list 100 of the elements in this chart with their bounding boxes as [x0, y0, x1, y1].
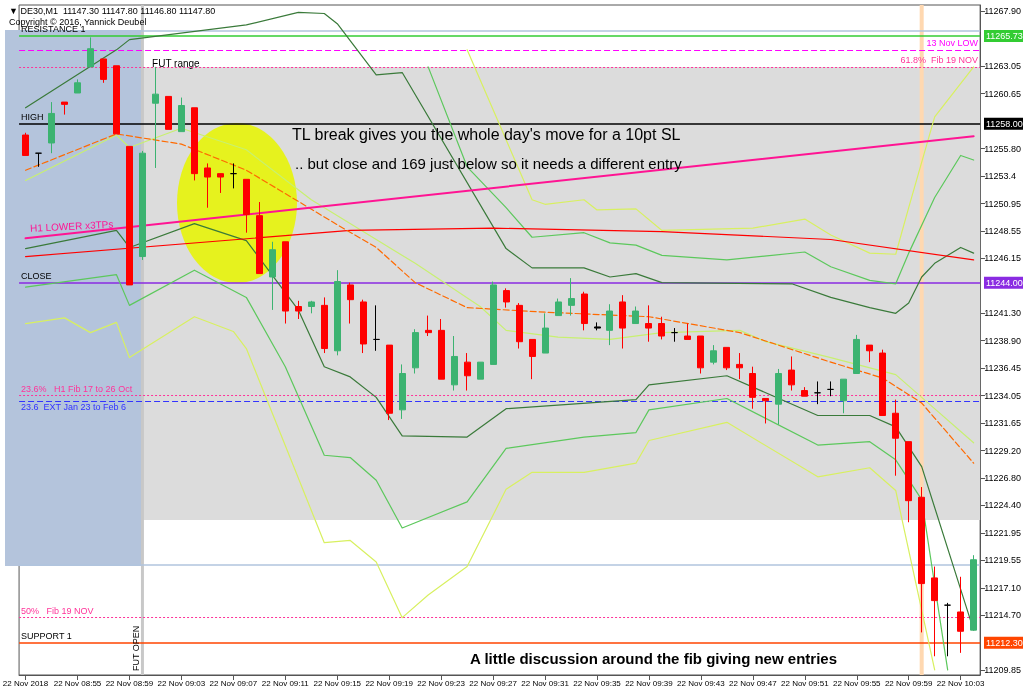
y-tick-label: 11246.15 — [984, 253, 1021, 264]
candlestick — [321, 296, 328, 354]
candlestick — [788, 355, 795, 392]
annotation: A little discussion around the fib giving new entries — [470, 650, 837, 667]
y-tick-label: 11224.40 — [984, 500, 1021, 511]
candlestick — [399, 363, 406, 420]
candlestick — [658, 316, 665, 340]
candlestick — [801, 386, 808, 397]
x-tick-label: 22 Nov 09:11 — [261, 678, 310, 688]
x-tick-label: 22 Nov 09:43 — [677, 678, 726, 688]
candlestick — [814, 380, 821, 405]
ref-line-label: CLOSE — [21, 271, 52, 282]
candlestick — [827, 380, 834, 397]
candlestick — [334, 269, 341, 356]
x-tick-label: 22 Nov 08:59 — [105, 678, 154, 688]
y-tick-label: 11219.55 — [984, 555, 1021, 566]
candlestick — [373, 304, 380, 352]
text: 11244.00 — [986, 277, 1023, 288]
candlestick — [762, 397, 769, 424]
ref-line-label: 13 Nov LOW — [926, 38, 979, 49]
candlestick — [48, 101, 55, 154]
x-tick-label: 22 Nov 09:59 — [884, 678, 934, 688]
candlestick — [568, 277, 575, 317]
y-tick-label: 11260.65 — [984, 88, 1021, 99]
candlestick — [710, 344, 717, 365]
candlestick — [282, 241, 289, 325]
annotation: TL break gives you the whole day's move for a 10pt SL — [292, 125, 681, 143]
candlestick — [749, 366, 756, 410]
x-tick-label: 22 Nov 09:47 — [729, 678, 778, 688]
y-tick-label: 11255.80 — [984, 143, 1021, 154]
y-tick-label: 11253.4 — [984, 170, 1016, 181]
x-tick-label: 22 Nov 09:55 — [832, 678, 882, 688]
candlestick — [581, 291, 588, 331]
text: Copyright © 2016, Yannick Deubel — [9, 16, 147, 27]
text: 11212.30 — [986, 637, 1023, 648]
candlestick — [139, 150, 146, 261]
y-tick-label: 11229.20 — [984, 445, 1021, 456]
y-tick-label: 11238.90 — [984, 335, 1021, 346]
x-tick-label: 22 Nov 09:35 — [573, 678, 622, 688]
candlestick — [74, 78, 81, 94]
candlestick — [425, 315, 432, 337]
candlestick — [22, 132, 29, 156]
x-tick-label: 22 Nov 09:03 — [157, 678, 206, 688]
ref-line-label: HIGH — [21, 112, 44, 123]
y-tick-label: 11234.05 — [984, 390, 1021, 401]
candlestick — [204, 162, 211, 209]
candlestick — [165, 95, 172, 130]
x-tick-label: 22 Nov 08:55 — [53, 678, 102, 688]
candlestick — [451, 335, 458, 392]
y-tick-label: 11221.95 — [984, 528, 1021, 539]
candlestick — [879, 349, 886, 417]
candlestick — [905, 441, 912, 523]
candlestick — [438, 318, 445, 380]
candlestick — [464, 352, 471, 392]
candlestick — [594, 321, 601, 331]
candlestick — [490, 281, 497, 365]
x-tick-label: 22 Nov 2018 — [2, 678, 49, 688]
candlestick — [308, 300, 315, 314]
candlestick — [191, 107, 198, 181]
candlestick — [217, 173, 224, 194]
y-tick-label: 11217.10 — [984, 583, 1021, 594]
candlestick — [697, 335, 704, 374]
ref-line-label: 50% Fib 19 NOV — [21, 606, 94, 617]
line-series — [427, 66, 975, 285]
x-tick-label: 22 Nov 10:03 — [936, 678, 985, 688]
x-tick-label: 22 Nov 09:27 — [469, 678, 518, 688]
candlestick — [542, 312, 549, 354]
candlestick — [957, 576, 964, 654]
candlestick — [87, 36, 94, 68]
y-tick-label: 11231.65 — [984, 417, 1021, 428]
candlestick — [645, 304, 652, 343]
candlestick — [243, 178, 250, 234]
candlestick — [684, 323, 691, 340]
x-tick-label: 22 Nov 09:31 — [521, 678, 570, 688]
ref-line-label: SUPPORT 1 — [21, 631, 72, 642]
candlestick — [866, 344, 873, 363]
candlestick — [723, 346, 730, 371]
candlestick — [555, 298, 562, 317]
candlestick — [347, 282, 354, 325]
chart-title: ▼ DE30,M1 11147.30 11147.80 11146.80 11147.80 — [9, 5, 216, 16]
candlestick — [918, 486, 925, 633]
ref-line-label: 61.8% Fib 19 NOV — [900, 55, 979, 66]
candlestick — [632, 306, 639, 325]
candlestick — [295, 300, 302, 320]
candlestick — [61, 101, 68, 116]
candlestick — [944, 602, 951, 657]
candlestick — [35, 152, 42, 168]
x-tick-label: 22 Nov 09:15 — [313, 678, 362, 688]
candlestick — [516, 302, 523, 350]
y-tick-label: 11236.45 — [984, 363, 1021, 374]
annotation: FUT OPEN — [131, 625, 142, 671]
x-tick-label: 22 Nov 09:19 — [365, 678, 414, 688]
candlestick — [892, 399, 899, 477]
ref-line-label: 23.6% H1 Fib 17 to 26 Oct — [21, 383, 133, 394]
x-tick-label: 22 Nov 09:39 — [625, 678, 674, 688]
series-label: H1 LOWER x3TPs — [29, 218, 114, 234]
candlestick — [619, 294, 626, 350]
y-tick-label: 11267.90 — [984, 6, 1021, 17]
candlestick — [269, 241, 276, 311]
candlestick — [671, 327, 678, 343]
